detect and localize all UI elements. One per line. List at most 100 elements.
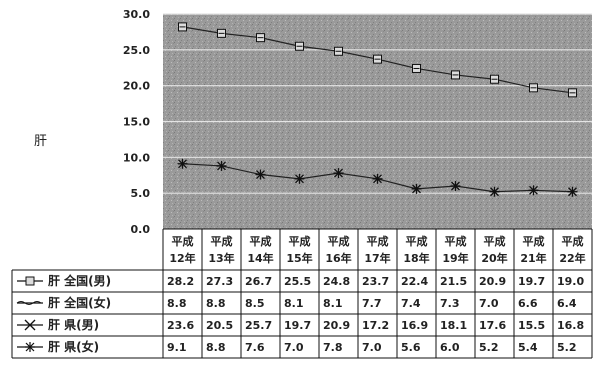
table-cell: 25.7 bbox=[245, 319, 272, 332]
table-cell: 19.0 bbox=[557, 275, 584, 288]
series-lines bbox=[177, 22, 578, 197]
gridlines bbox=[163, 13, 592, 194]
x-tick-label: 13年 bbox=[208, 251, 234, 265]
data-point bbox=[216, 160, 227, 171]
table-cell: 8.5 bbox=[245, 297, 265, 310]
table-cell: 9.1 bbox=[167, 341, 187, 354]
x-tick-label: 平成 bbox=[172, 234, 194, 248]
table-cell: 6.0 bbox=[440, 341, 460, 354]
table-cell: 8.1 bbox=[323, 297, 343, 310]
table-cell: 5.2 bbox=[479, 341, 499, 354]
data-point-stroke bbox=[178, 159, 187, 169]
data-point-stroke bbox=[256, 170, 265, 179]
table-cell: 6.4 bbox=[557, 297, 577, 310]
table-cell: 28.2 bbox=[167, 275, 194, 288]
x-tick-label: 18年 bbox=[403, 251, 429, 265]
y-tick-label: 5.0 bbox=[131, 187, 151, 200]
legend-label: 肝 全国(女) bbox=[48, 295, 111, 310]
data-point bbox=[450, 181, 461, 191]
data-point-stroke bbox=[295, 174, 304, 184]
table-cell: 8.8 bbox=[167, 297, 187, 310]
table-cell: 18.1 bbox=[440, 319, 467, 332]
data-point-stroke bbox=[451, 181, 460, 191]
x-tick-label: 平成 bbox=[445, 234, 467, 248]
table-cell: 5.4 bbox=[518, 341, 538, 354]
x-tick-label: 12年 bbox=[169, 251, 195, 265]
table-cell: 5.2 bbox=[557, 341, 577, 354]
x-tick-label: 平成 bbox=[367, 234, 389, 248]
table-cell: 20.9 bbox=[479, 275, 506, 288]
table-cell: 19.7 bbox=[284, 319, 311, 332]
table-cell: 7.0 bbox=[362, 341, 382, 354]
y-axis-label: 肝 bbox=[34, 134, 47, 149]
x-tick-label: 平成 bbox=[523, 234, 545, 248]
x-tick-label: 平成 bbox=[484, 234, 506, 248]
table-cell: 25.5 bbox=[284, 275, 311, 288]
data-point-stroke bbox=[490, 187, 499, 197]
table-cell: 19.7 bbox=[518, 275, 545, 288]
x-tick-label: 19年 bbox=[442, 251, 468, 265]
data-point bbox=[177, 158, 188, 169]
table-cell: 16.9 bbox=[401, 319, 428, 332]
data-table: 平成12年平成13年平成14年平成15年平成16年平成17年平成18年平成19年… bbox=[11, 228, 593, 359]
data-point-stroke bbox=[373, 174, 382, 184]
legend-key-marker bbox=[24, 319, 36, 331]
y-tick-label: 10.0 bbox=[123, 151, 150, 164]
y-tick-labels: 0.0 5.0 10.0 15.0 20.0 25.0 30.0 bbox=[123, 8, 150, 236]
table-cell: 8.8 bbox=[206, 297, 226, 310]
legend-key-marker bbox=[25, 276, 35, 286]
x-tick-label: 22年 bbox=[559, 251, 585, 265]
data-point bbox=[372, 173, 383, 184]
table-cell: 23.7 bbox=[362, 275, 389, 288]
data-point bbox=[411, 183, 422, 194]
table-cell: 20.9 bbox=[323, 319, 350, 332]
x-tick-label: 平成 bbox=[562, 234, 584, 248]
data-point bbox=[333, 168, 344, 179]
data-point bbox=[489, 186, 500, 197]
data-point bbox=[567, 186, 578, 197]
legend-label: 肝 県(男) bbox=[48, 317, 99, 332]
data-point-stroke bbox=[217, 161, 226, 171]
y-tick-label: 15.0 bbox=[123, 116, 150, 129]
x-tick-label: 平成 bbox=[250, 234, 272, 248]
data-point bbox=[294, 173, 305, 184]
table-cell: 7.0 bbox=[284, 341, 304, 354]
table-cell: 16.8 bbox=[557, 319, 584, 332]
legend-label: 肝 全国(男) bbox=[48, 273, 111, 288]
x-tick-label: 平成 bbox=[211, 234, 233, 248]
table-cell: 7.6 bbox=[245, 341, 265, 354]
table-cell: 22.4 bbox=[401, 275, 428, 288]
table-cell: 7.8 bbox=[323, 341, 343, 354]
x-tick-label: 20年 bbox=[481, 251, 507, 265]
x-tick-label: 21年 bbox=[520, 251, 546, 265]
x-tick-label: 16年 bbox=[325, 251, 351, 265]
x-tick-label: 14年 bbox=[247, 251, 273, 265]
table-cell: 7.7 bbox=[362, 297, 382, 310]
table-cell: 7.3 bbox=[440, 297, 460, 310]
table-cell: 23.6 bbox=[167, 319, 194, 332]
data-point-stroke bbox=[568, 187, 577, 197]
y-tick-label: 20.0 bbox=[123, 80, 150, 93]
legend-key-marker bbox=[16, 301, 42, 305]
table-cell: 26.7 bbox=[245, 275, 272, 288]
data-point-stroke bbox=[529, 185, 538, 195]
table-cell: 8.8 bbox=[206, 341, 226, 354]
x-tick-label: 15年 bbox=[286, 251, 312, 265]
table-cell: 20.5 bbox=[206, 319, 233, 332]
table-cell: 27.3 bbox=[206, 275, 233, 288]
legend-key-marker bbox=[25, 342, 35, 352]
table-cell: 24.8 bbox=[323, 275, 350, 288]
y-tick-label: 0.0 bbox=[131, 223, 151, 236]
legend-label: 肝 県(女) bbox=[48, 339, 99, 354]
y-tick-label: 30.0 bbox=[123, 8, 150, 21]
y-tick-label: 25.0 bbox=[123, 44, 150, 57]
table-cell: 8.1 bbox=[284, 297, 304, 310]
table-cell: 7.4 bbox=[401, 297, 421, 310]
table-cell: 17.2 bbox=[362, 319, 389, 332]
table-cell: 5.6 bbox=[401, 341, 421, 354]
table-cell: 7.0 bbox=[479, 297, 499, 310]
x-tick-label: 17年 bbox=[364, 251, 390, 265]
table-cell: 17.6 bbox=[479, 319, 506, 332]
table-cell: 15.5 bbox=[518, 319, 545, 332]
